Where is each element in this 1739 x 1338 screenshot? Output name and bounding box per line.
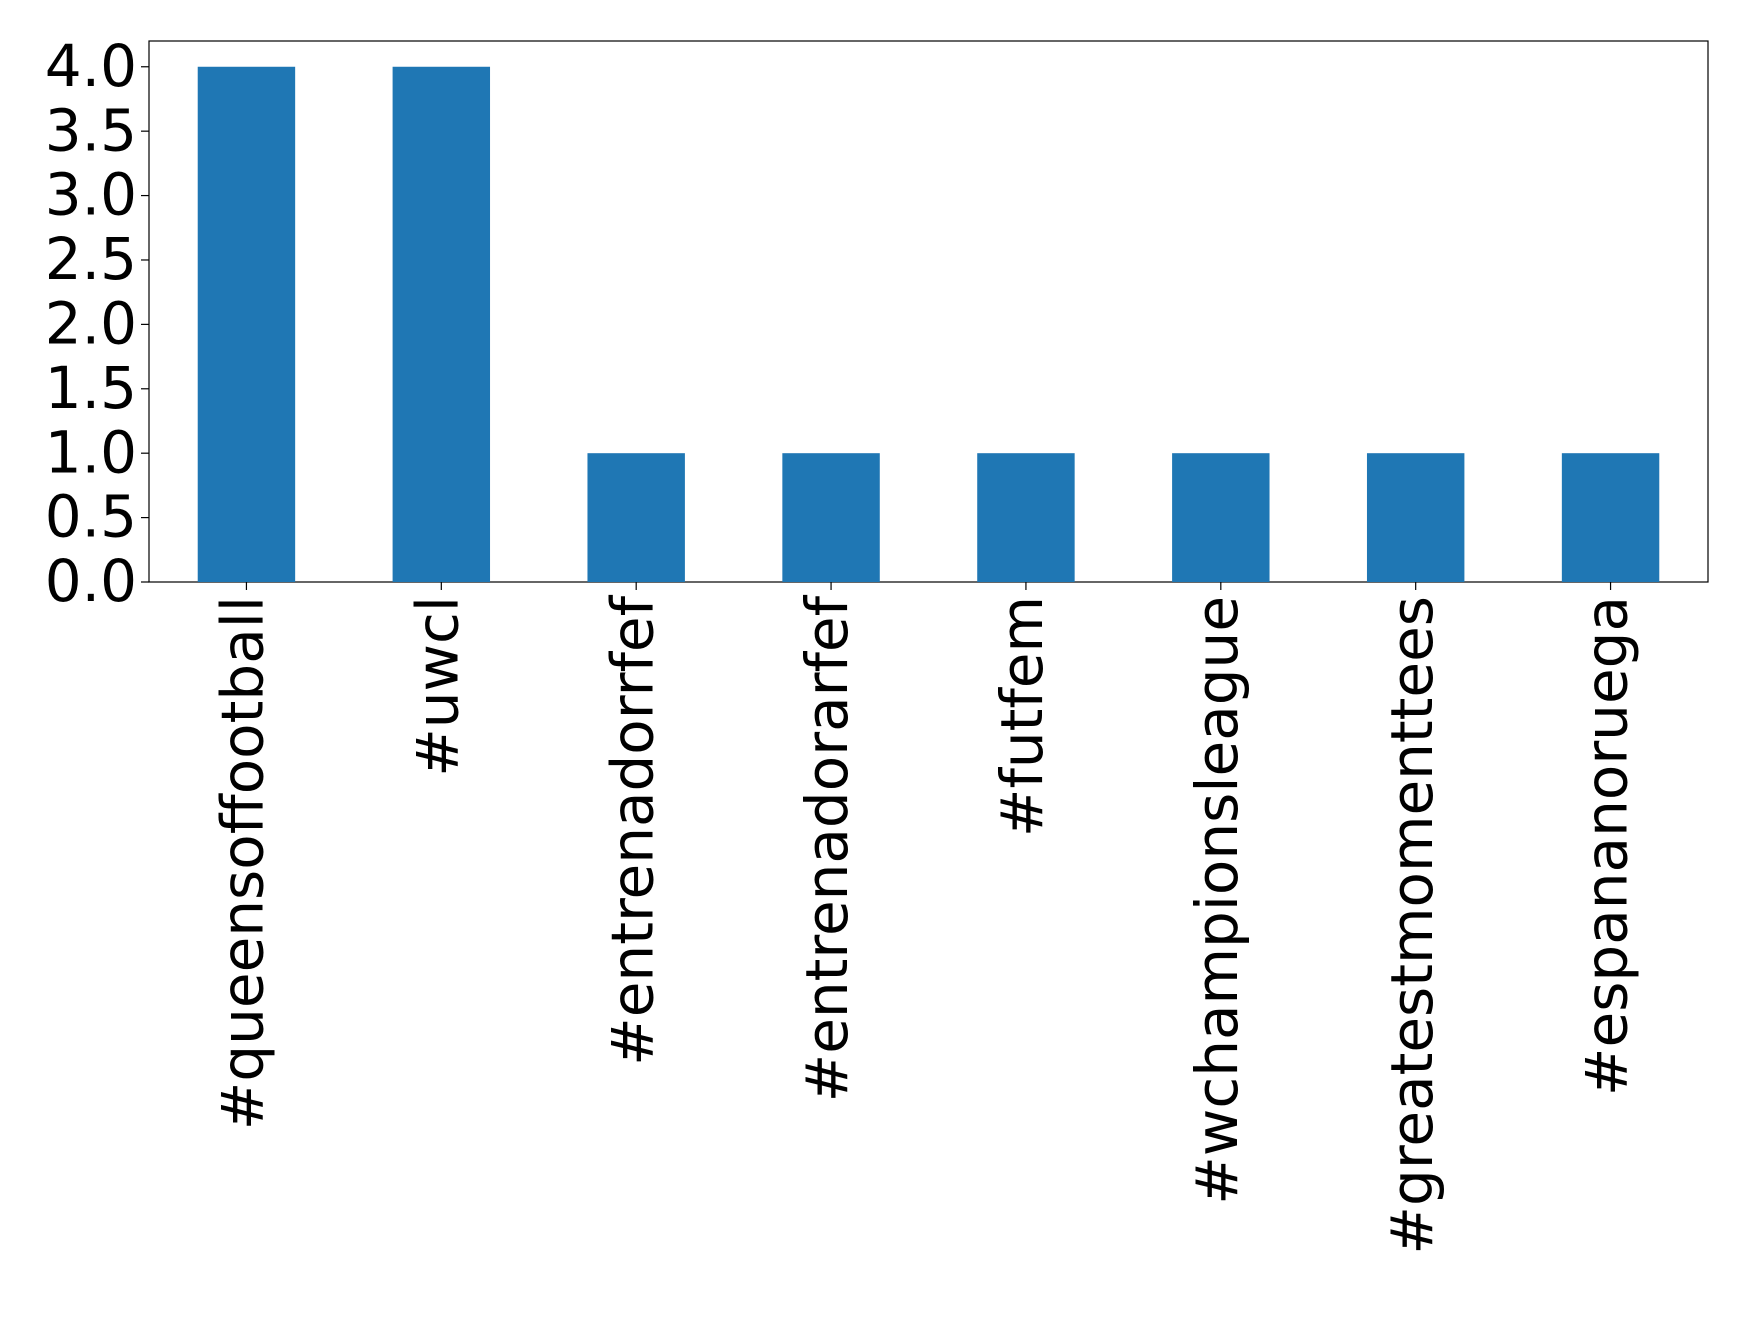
bar — [1366, 453, 1465, 582]
y-tick-label: 1.0 — [45, 418, 137, 486]
bar — [392, 66, 491, 582]
plot-frame — [148, 40, 1709, 583]
x-tick-label: #entrenadorrfef — [598, 594, 666, 1065]
y-tick-label: 2.0 — [45, 289, 137, 357]
bar — [1172, 453, 1270, 582]
y-tick-label: 0.0 — [45, 547, 137, 615]
bar — [587, 453, 685, 582]
bar — [1561, 453, 1660, 582]
y-tick-label: 3.5 — [45, 96, 137, 164]
x-tick-label: #queensoffootball — [209, 596, 277, 1130]
y-tick-label: 1.5 — [45, 354, 137, 422]
bar — [782, 453, 880, 582]
y-tick-label: 3.0 — [45, 161, 137, 229]
x-tick-label: #futfem — [988, 596, 1056, 837]
x-tick-label: #wchampionsleague — [1183, 596, 1251, 1205]
y-tick-label: 4.0 — [45, 32, 137, 100]
bar — [197, 66, 296, 582]
x-tick-label: #greatestmomenttees — [1378, 596, 1446, 1255]
bar — [977, 453, 1075, 582]
x-tick-label: #espananoruega — [1573, 596, 1641, 1096]
y-tick-label: 2.5 — [45, 225, 137, 293]
x-tick-label: #uwcl — [403, 596, 471, 777]
x-tick-label: #entrenadorarfef — [793, 594, 861, 1102]
y-tick-label: 0.5 — [45, 483, 137, 551]
